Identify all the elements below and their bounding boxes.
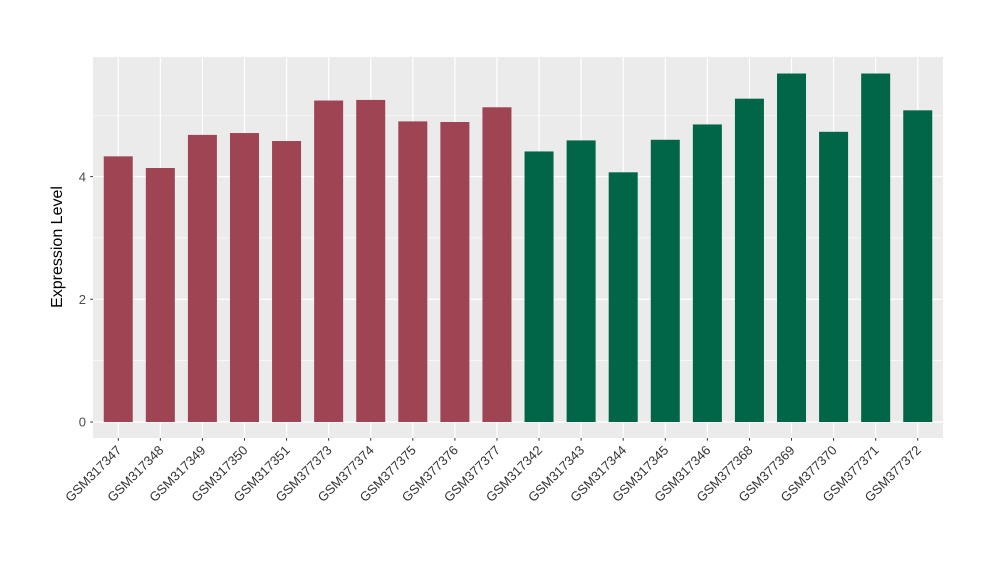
y-tick-label-4: 4 xyxy=(79,169,86,184)
bar-GSM377374 xyxy=(356,99,386,422)
bar-GSM377371 xyxy=(861,73,891,423)
bar-GSM317349 xyxy=(187,134,217,422)
bar-GSM377370 xyxy=(819,131,849,422)
bar-GSM377375 xyxy=(398,121,428,422)
plot-panel-layer: 024GSM317347GSM317348GSM317349GSM317350G… xyxy=(62,57,943,505)
bar-GSM317348 xyxy=(145,168,175,422)
bar-GSM317345 xyxy=(650,139,680,423)
bar-GSM317344 xyxy=(608,172,638,422)
bar-GSM317351 xyxy=(272,141,302,422)
bar-GSM317347 xyxy=(103,156,133,423)
bar-GSM377369 xyxy=(777,73,807,423)
y-tick-label-0: 0 xyxy=(79,415,86,430)
bar-GSM377373 xyxy=(314,100,344,422)
bar-GSM377376 xyxy=(440,121,470,422)
bar-GSM377372 xyxy=(903,110,933,422)
bar-GSM317343 xyxy=(566,140,596,422)
y-axis-title: Expression Level xyxy=(49,186,66,308)
y-tick-label-2: 2 xyxy=(79,292,86,307)
bar-GSM317342 xyxy=(524,151,554,422)
plot-panel-background xyxy=(93,57,943,438)
bar-GSM317350 xyxy=(229,133,259,422)
bar-GSM377368 xyxy=(734,98,764,423)
bar-GSM377377 xyxy=(482,107,512,422)
bar-GSM317346 xyxy=(692,124,722,422)
